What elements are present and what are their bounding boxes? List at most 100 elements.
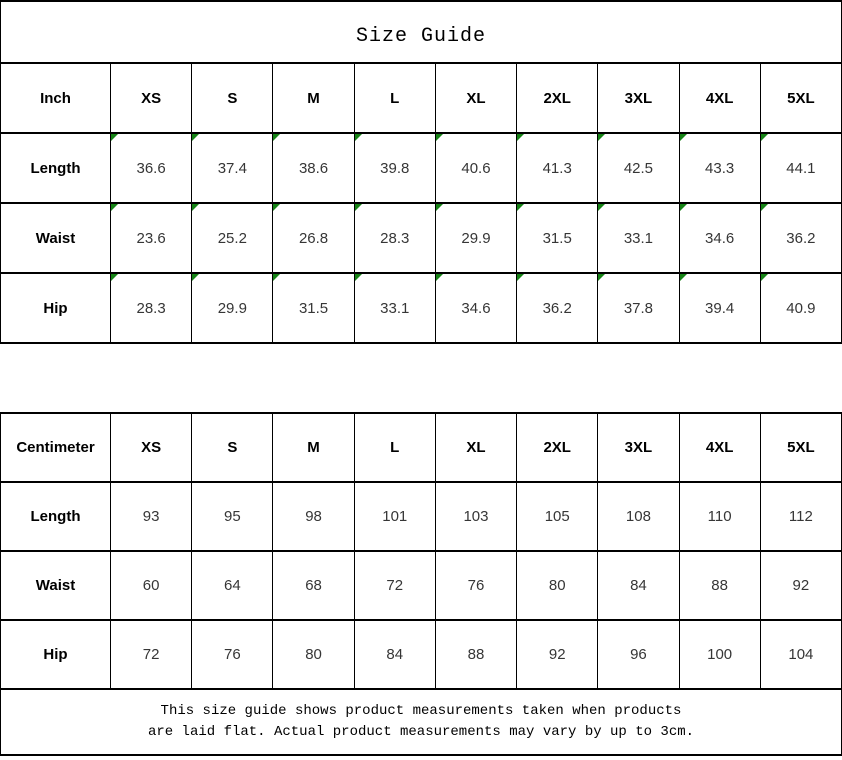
unit-header-inch: Inch [0, 62, 111, 134]
column-header-s: S [191, 62, 274, 134]
cm-header-row: Centimeter XS S M L XL 2XL 3XL 4XL 5XL [0, 412, 842, 483]
measurement-cell: 80 [516, 550, 599, 621]
measurement-cell: 92 [516, 619, 599, 690]
column-header-m: M [272, 412, 355, 483]
measurement-cell: 40.6 [434, 132, 518, 204]
measurement-cell: 60 [109, 550, 193, 621]
inch-header-row: Inch XS S M L XL 2XL 3XL 4XL 5XL [0, 62, 842, 134]
row-label-hip: Hip [0, 272, 111, 344]
measurement-cell: 26.8 [272, 202, 355, 274]
column-header-l: L [353, 412, 436, 483]
column-header-5xl: 5XL [759, 62, 842, 134]
measurement-cell: 36.6 [109, 132, 193, 204]
column-header-xl: XL [434, 412, 518, 483]
inch-size-table: Inch XS S M L XL 2XL 3XL 4XL 5XL Length … [0, 62, 842, 344]
row-label-length: Length [0, 481, 111, 552]
inch-length-row: Length 36.6 37.4 38.6 39.8 40.6 41.3 42.… [0, 132, 842, 204]
measurement-cell: 33.1 [597, 202, 680, 274]
column-header-5xl: 5XL [759, 412, 842, 483]
measurement-cell: 28.3 [353, 202, 436, 274]
page-title: Size Guide [355, 24, 487, 48]
measurement-cell: 108 [597, 481, 680, 552]
spacer-row [0, 344, 842, 412]
green-triangle-icon [679, 204, 687, 211]
measurement-cell: 110 [678, 481, 761, 552]
measurement-cell: 36.2 [516, 272, 599, 344]
measurement-cell: 76 [191, 619, 274, 690]
measurement-cell: 98 [272, 481, 355, 552]
measurement-cell: 92 [759, 550, 842, 621]
column-header-l: L [353, 62, 436, 134]
column-header-m: M [272, 62, 355, 134]
cm-length-row: Length 93 95 98 101 103 105 108 110 112 [0, 481, 842, 552]
footer-note: This size guide shows product measuremen… [0, 690, 842, 756]
measurement-cell: 23.6 [109, 202, 193, 274]
green-triangle-icon [760, 204, 768, 211]
green-triangle-icon [679, 274, 687, 281]
green-triangle-icon [517, 274, 525, 281]
inch-waist-row: Waist 23.6 25.2 26.8 28.3 29.9 31.5 33.1… [0, 202, 842, 274]
green-triangle-icon [517, 204, 525, 211]
measurement-cell: 43.3 [678, 132, 761, 204]
column-header-4xl: 4XL [678, 412, 761, 483]
measurement-cell: 41.3 [516, 132, 599, 204]
green-triangle-icon [435, 274, 443, 281]
row-label-waist: Waist [0, 202, 111, 274]
centimeter-size-table: Centimeter XS S M L XL 2XL 3XL 4XL 5XL L… [0, 412, 842, 690]
column-header-xl: XL [434, 62, 518, 134]
measurement-cell: 29.9 [191, 272, 274, 344]
column-header-3xl: 3XL [597, 62, 680, 134]
measurement-cell: 84 [353, 619, 436, 690]
measurement-cell: 80 [272, 619, 355, 690]
green-triangle-icon [111, 204, 118, 211]
measurement-cell: 37.4 [191, 132, 274, 204]
green-triangle-icon [760, 274, 768, 281]
measurement-cell: 40.9 [759, 272, 842, 344]
green-triangle-icon [273, 274, 281, 281]
measurement-cell: 37.8 [597, 272, 680, 344]
measurement-cell: 72 [109, 619, 193, 690]
measurement-cell: 34.6 [434, 272, 518, 344]
green-triangle-icon [111, 274, 118, 281]
cm-hip-row: Hip 72 76 80 84 88 92 96 100 104 [0, 619, 842, 690]
column-header-s: S [191, 412, 274, 483]
green-triangle-icon [435, 204, 443, 211]
measurement-cell: 95 [191, 481, 274, 552]
measurement-cell: 103 [434, 481, 518, 552]
measurement-cell: 38.6 [272, 132, 355, 204]
measurement-cell: 31.5 [516, 202, 599, 274]
column-header-2xl: 2XL [516, 412, 599, 483]
green-triangle-icon [354, 134, 362, 141]
measurement-cell: 68 [272, 550, 355, 621]
measurement-cell: 101 [353, 481, 436, 552]
green-triangle-icon [598, 274, 606, 281]
measurement-cell: 29.9 [434, 202, 518, 274]
measurement-cell: 39.4 [678, 272, 761, 344]
measurement-cell: 88 [678, 550, 761, 621]
measurement-cell: 42.5 [597, 132, 680, 204]
green-triangle-icon [435, 134, 443, 141]
green-triangle-icon [273, 204, 281, 211]
column-header-xs: XS [109, 62, 193, 134]
measurement-cell: 36.2 [759, 202, 842, 274]
measurement-cell: 112 [759, 481, 842, 552]
measurement-cell: 64 [191, 550, 274, 621]
column-header-4xl: 4XL [678, 62, 761, 134]
measurement-cell: 28.3 [109, 272, 193, 344]
green-triangle-icon [192, 204, 200, 211]
green-triangle-icon [111, 134, 118, 141]
row-label-waist: Waist [0, 550, 111, 621]
measurement-cell: 96 [597, 619, 680, 690]
green-triangle-icon [598, 134, 606, 141]
green-triangle-icon [354, 274, 362, 281]
unit-header-centimeter: Centimeter [0, 412, 111, 483]
inch-hip-row: Hip 28.3 29.9 31.5 33.1 34.6 36.2 37.8 3… [0, 272, 842, 344]
measurement-cell: 34.6 [678, 202, 761, 274]
measurement-cell: 84 [597, 550, 680, 621]
green-triangle-icon [760, 134, 768, 141]
measurement-cell: 72 [353, 550, 436, 621]
measurement-cell: 100 [678, 619, 761, 690]
measurement-cell: 33.1 [353, 272, 436, 344]
measurement-cell: 76 [434, 550, 518, 621]
row-label-hip: Hip [0, 619, 111, 690]
